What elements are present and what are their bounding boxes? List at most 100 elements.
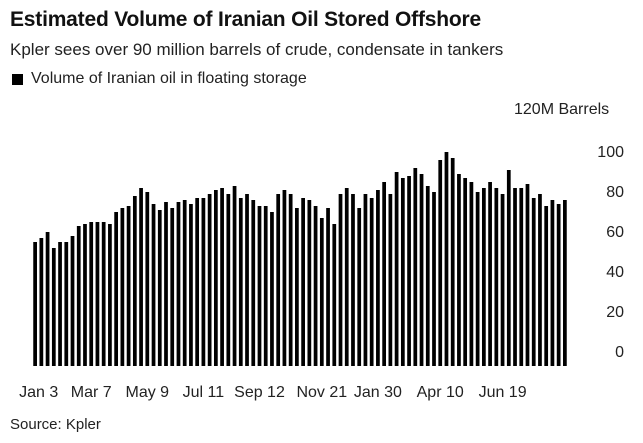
- bar: [400, 178, 405, 366]
- bar: [114, 212, 119, 366]
- bar: [295, 208, 299, 366]
- bar: [251, 200, 256, 366]
- y-axis-unit-label: 120M Barrels: [514, 101, 610, 118]
- bar: [58, 242, 62, 366]
- bar: [506, 170, 511, 366]
- y-tick-label: 20: [606, 304, 624, 321]
- legend: Volume of Iranian oil in floating storag…: [12, 70, 307, 88]
- bar: [450, 158, 455, 366]
- bar: [376, 190, 380, 366]
- y-tick-label: 60: [606, 224, 624, 241]
- bar: [70, 236, 75, 366]
- bar: [556, 204, 561, 366]
- bar: [425, 186, 430, 366]
- x-tick-label: Jan 30: [354, 384, 402, 401]
- y-tick-label: 0: [615, 344, 624, 361]
- y-tick-label: 80: [606, 184, 624, 201]
- bar: [563, 200, 567, 366]
- bar: [120, 208, 125, 366]
- bar: [469, 182, 474, 366]
- bar: [357, 208, 362, 366]
- bar: [500, 194, 505, 366]
- bar: [388, 194, 393, 366]
- y-tick-label: 100: [597, 144, 624, 161]
- bar: [220, 188, 224, 366]
- bar: [369, 198, 374, 366]
- bar: [382, 182, 387, 366]
- bar: [45, 232, 50, 366]
- bar: [288, 194, 293, 366]
- bar: [313, 206, 318, 366]
- bar: [494, 188, 499, 366]
- bar: [151, 204, 156, 366]
- bar: [108, 224, 112, 366]
- bar: [83, 224, 87, 366]
- bar: [394, 172, 399, 366]
- bar: [232, 186, 237, 366]
- bar: [544, 206, 549, 366]
- chart-subtitle: Kpler sees over 90 million barrels of cr…: [10, 40, 504, 59]
- bar: [164, 202, 168, 366]
- bar: [101, 222, 106, 366]
- bar: [39, 238, 44, 366]
- bar: [282, 190, 287, 366]
- bar: [245, 194, 249, 366]
- bar: [170, 208, 175, 366]
- bar: [550, 200, 555, 366]
- bar: [525, 184, 530, 366]
- bar: [213, 190, 218, 366]
- bar: [531, 198, 536, 366]
- bar: [263, 206, 268, 366]
- bar: [95, 222, 100, 366]
- bar: [326, 208, 330, 366]
- x-tick-label: Jan 3: [19, 384, 58, 401]
- bar: [89, 222, 94, 366]
- bar: [475, 192, 480, 366]
- bar: [182, 200, 187, 366]
- y-tick-label: 40: [606, 264, 624, 281]
- bar: [519, 188, 524, 366]
- x-tick-label: Jul 11: [183, 384, 225, 401]
- legend-swatch: [12, 73, 23, 85]
- bar: [195, 198, 200, 366]
- bar: [139, 188, 143, 366]
- bar: [145, 192, 150, 366]
- bar: [132, 196, 137, 366]
- bar: [126, 206, 131, 366]
- bar: [332, 224, 337, 366]
- x-tick-label: May 9: [126, 384, 170, 401]
- x-tick-label: Jun 19: [479, 384, 527, 401]
- bar: [438, 160, 443, 366]
- x-tick-label: Mar 7: [71, 384, 112, 401]
- bar: [457, 174, 461, 366]
- bar: [270, 212, 274, 366]
- bar: [238, 198, 243, 366]
- bar: [481, 188, 486, 366]
- bar: [407, 176, 411, 366]
- x-tick-label: Apr 10: [417, 384, 464, 401]
- bar: [157, 210, 162, 366]
- x-tick-label: Sep 12: [234, 384, 285, 401]
- legend-label: Volume of Iranian oil in floating storag…: [31, 70, 307, 87]
- bar: [189, 204, 193, 366]
- bar: [432, 192, 436, 366]
- bar: [363, 194, 368, 366]
- bar: [513, 188, 517, 366]
- bar: [413, 168, 418, 366]
- bar: [338, 194, 343, 366]
- bar: [257, 206, 262, 366]
- source-note: Source: Kpler: [10, 416, 101, 433]
- x-tick-label: Nov 21: [296, 384, 347, 401]
- bar: [301, 198, 305, 366]
- bar: [207, 194, 212, 366]
- bar: [176, 202, 181, 366]
- chart-title: Estimated Volume of Iranian Oil Stored O…: [10, 8, 481, 31]
- bar: [538, 194, 542, 366]
- bar: [76, 226, 81, 366]
- bar: [319, 218, 324, 366]
- bar: [307, 200, 312, 366]
- bar: [351, 194, 355, 366]
- bar: [488, 182, 492, 366]
- bar: [444, 152, 449, 366]
